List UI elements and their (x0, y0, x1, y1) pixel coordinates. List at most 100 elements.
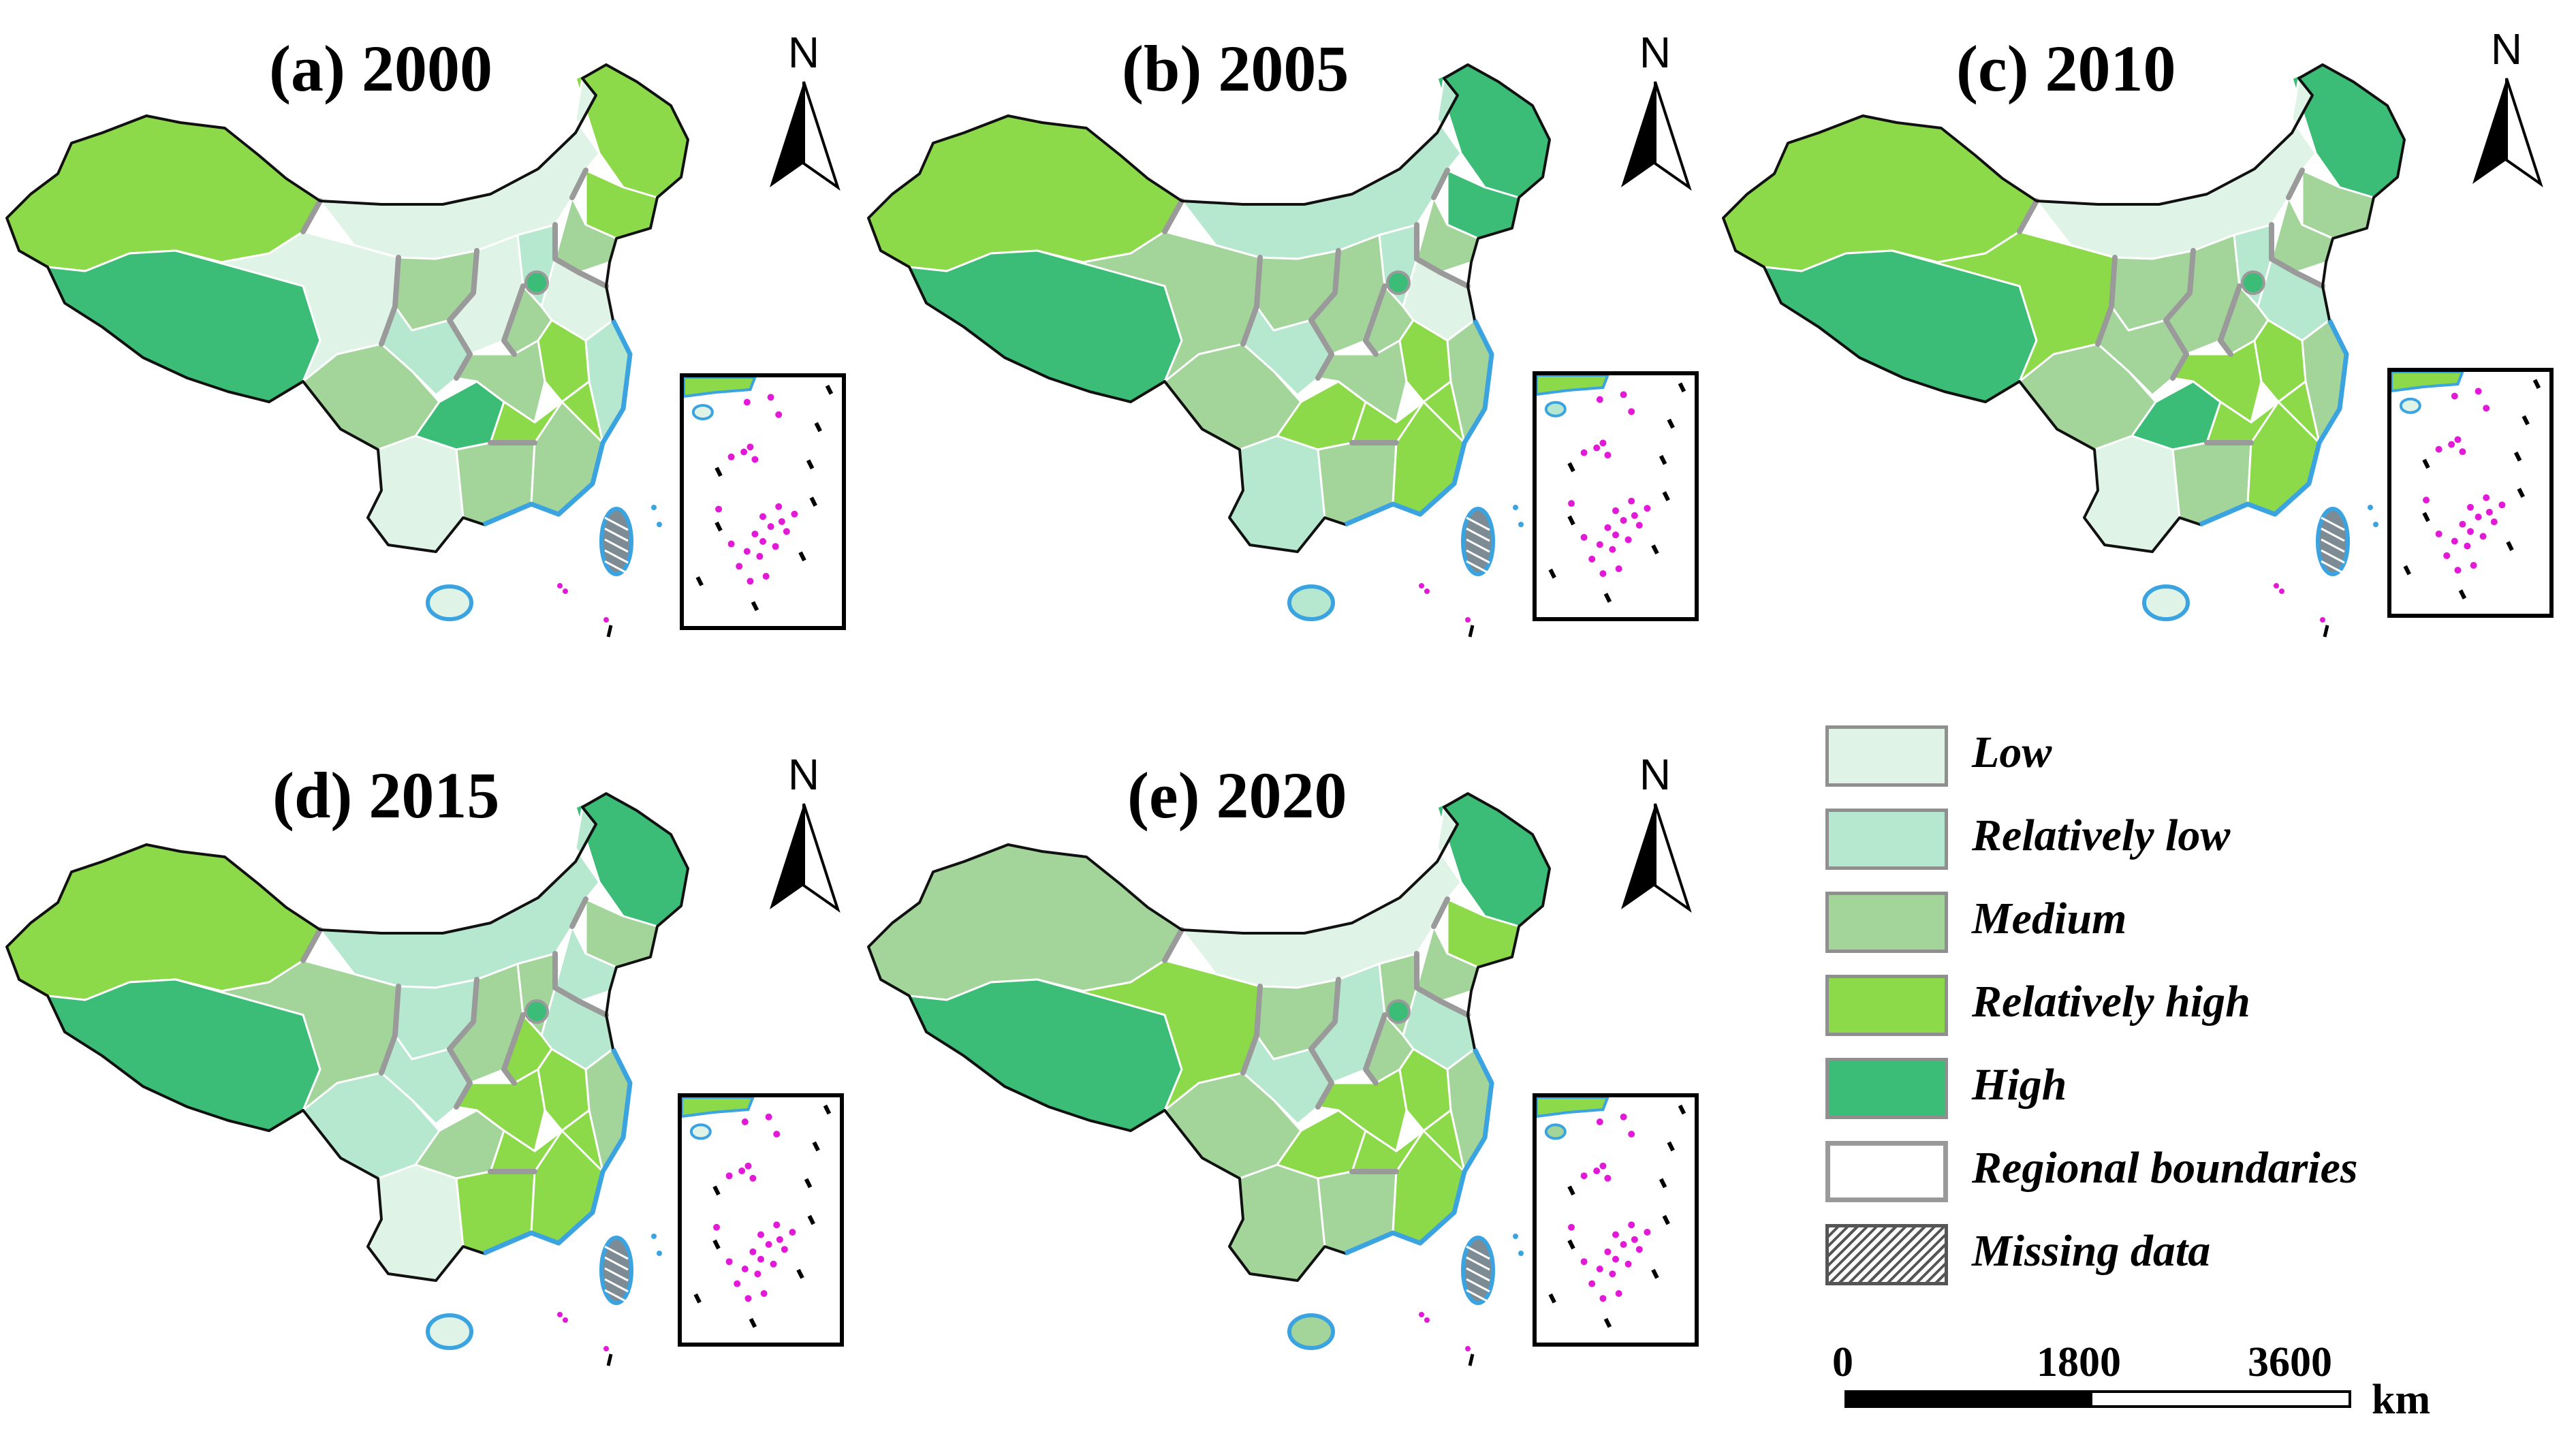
inset-island (1620, 1113, 1627, 1120)
north-arrow-left-half (1621, 804, 1655, 909)
inset-island (749, 1248, 757, 1255)
legend-swatch (1825, 725, 1948, 787)
inset-boundary-dash (749, 1317, 757, 1328)
sea-island (2279, 589, 2284, 594)
inset-island (741, 1266, 749, 1272)
capital-region (524, 270, 549, 295)
inset-graphic (1537, 1097, 1686, 1328)
inset-island (776, 1236, 783, 1243)
inset-boundary-dash (712, 1185, 721, 1196)
sea-island (1513, 1234, 1518, 1239)
sea-island (563, 1317, 568, 1323)
inset-island (781, 1246, 788, 1253)
choropleth-map (867, 792, 1551, 1366)
inset-boundary-dash (693, 1293, 702, 1304)
region-20 (2171, 441, 2252, 526)
inset-island (2483, 405, 2490, 412)
inset-boundary-dash (1659, 1178, 1667, 1189)
coastline (2199, 319, 2349, 527)
hatch-line (604, 1278, 629, 1293)
inset-boundary-dash (1548, 1293, 1556, 1304)
inset-island (743, 548, 751, 555)
inset-island (2475, 514, 2482, 520)
north-arrow-right-half (802, 803, 841, 913)
inset-boundary-dash (1667, 418, 1675, 429)
scale-unit: km (2372, 1377, 2431, 1423)
coastline (482, 1048, 633, 1256)
inset-island (1580, 449, 1588, 456)
inset-graphic (682, 1097, 832, 1328)
inset-island (1612, 1231, 1619, 1238)
north-label: N (2490, 25, 2523, 74)
boundary-dash (2323, 625, 2329, 638)
north-arrow-left-half (2472, 78, 2507, 184)
panel-title: (e) 2020 (1127, 759, 1347, 832)
legend-label: Low (1972, 727, 2052, 777)
north-arrow-graphic (2472, 78, 2543, 188)
sea-island (1424, 589, 1430, 594)
hatch-line (604, 527, 629, 542)
north-label: N (787, 750, 820, 799)
inset-boundary-dash (2522, 415, 2530, 426)
region-1 (5, 843, 321, 1001)
regional-boundary-lines (2017, 168, 2325, 445)
inset-island (767, 523, 774, 530)
inset-island (783, 528, 790, 535)
inset-island (2459, 520, 2466, 528)
inset-island (1628, 408, 1635, 416)
inset-island (725, 1172, 733, 1180)
hainan-island (2142, 584, 2190, 621)
panel-title: (c) 2010 (1956, 32, 2176, 105)
north-arrow-right-half (1654, 81, 1692, 191)
sea-island (557, 1312, 563, 1317)
inset-island (1580, 533, 1588, 541)
inset-island (778, 518, 785, 525)
inset-island (775, 411, 783, 418)
inset-graphic (1537, 375, 1686, 603)
legend-label: Missing data (1972, 1226, 2211, 1276)
legend-label: High (1972, 1060, 2067, 1110)
regional-boundary-lines (1162, 168, 1471, 445)
region-20 (1317, 441, 1398, 526)
inset-island (789, 1229, 796, 1236)
inset-island (751, 530, 759, 537)
inset-island (751, 456, 759, 463)
inset-island (713, 1223, 721, 1231)
sea-island (2368, 505, 2373, 510)
north-arrow-icon: N (1618, 749, 1693, 920)
inset-boundary-dash (1548, 568, 1556, 579)
hatch-line (604, 560, 629, 575)
boundary-dash (606, 1353, 613, 1366)
inset-boundary-dash (1659, 454, 1667, 465)
hatch-line (1466, 1278, 1490, 1293)
sea-island (603, 1346, 609, 1351)
hatch-line (604, 516, 629, 531)
inset-island (773, 1221, 781, 1229)
inset-island (2423, 497, 2430, 504)
north-label: N (1639, 750, 1671, 799)
hatch-line (604, 1256, 629, 1271)
inset-island (744, 1295, 752, 1302)
inset-island (725, 1258, 733, 1266)
legend-item-low: Low (1825, 725, 2561, 791)
inset-island (1568, 1223, 1575, 1231)
inset-island (741, 1118, 749, 1125)
inset-island (1596, 541, 1603, 548)
sea-island (557, 583, 563, 589)
legend-swatch (1825, 892, 1948, 953)
inset-boundary-dash (1667, 1141, 1675, 1152)
scale-bar-graphic (1844, 1390, 2351, 1408)
country-outline (867, 63, 1551, 553)
inset-island (772, 543, 779, 550)
inset-island (1612, 507, 1619, 514)
sea-island (2274, 583, 2279, 589)
inset-island (1604, 524, 1612, 531)
coastline (1344, 319, 1494, 527)
inset-island (747, 443, 754, 451)
inset-island (1635, 1246, 1643, 1253)
inset-boundary-dash (1662, 491, 1670, 501)
inset-island (1644, 505, 1651, 512)
scale-tick-label: 0 (1832, 1339, 1853, 1385)
inset-island (743, 398, 751, 406)
inset-island (1620, 391, 1627, 398)
